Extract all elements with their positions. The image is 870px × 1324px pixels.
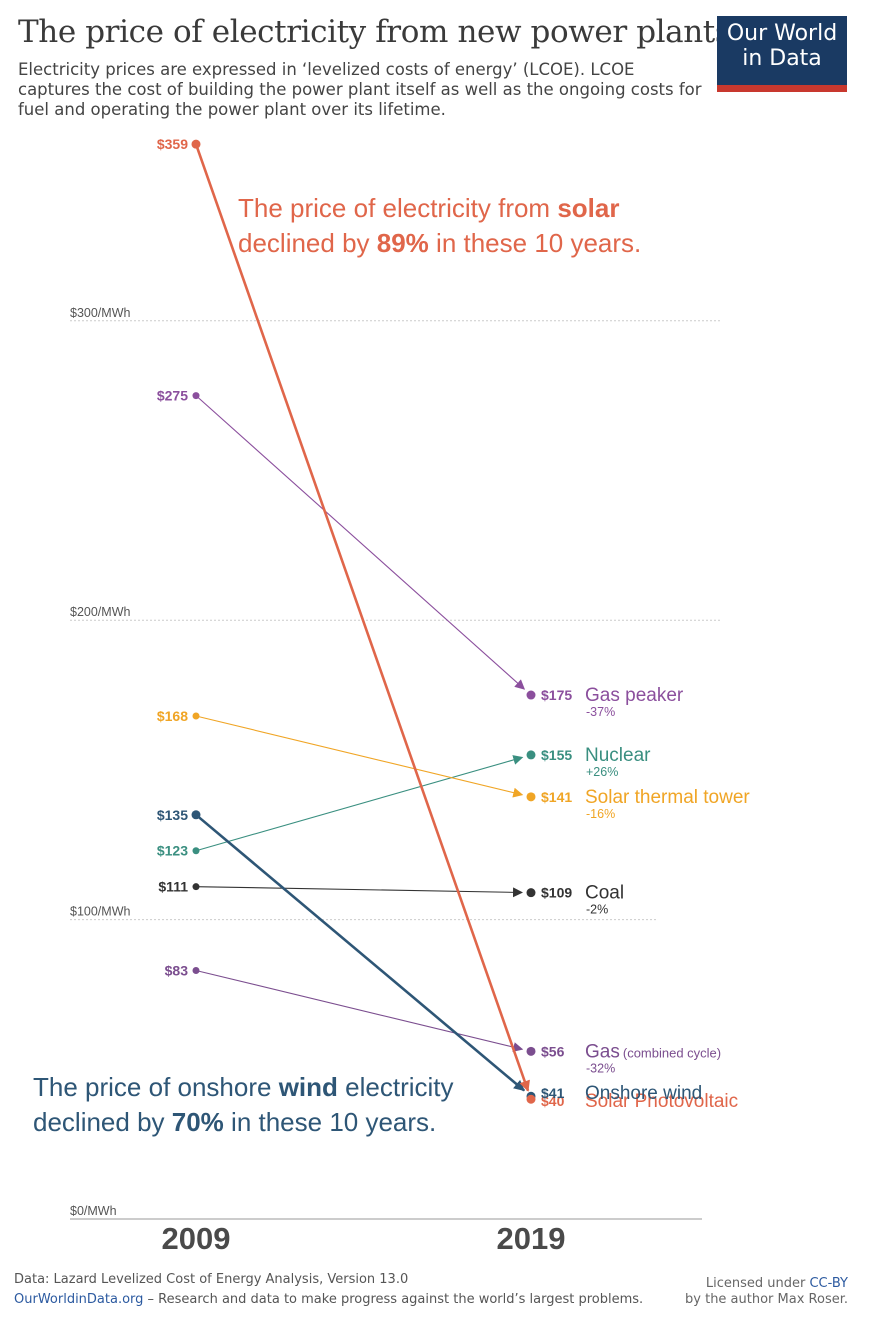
owid-logo[interactable]: Our World in Data (717, 16, 847, 92)
series-line-gas_cc (195, 969, 524, 1052)
y-tick-label: $100/MWh (70, 905, 130, 919)
series-name-solar_thermal: Solar thermal tower (585, 787, 750, 808)
end-label-coal: $109 (541, 885, 572, 901)
change-pct-nuclear: +26% (586, 765, 618, 779)
series-name-gas_peaker: Gas peaker (585, 685, 684, 706)
wind-annotation-text: The price of onshore (33, 1072, 279, 1102)
license-link[interactable]: CC-BY (809, 1276, 848, 1291)
series-line-solar_thermal (195, 715, 524, 798)
solar-annotation-line-2: declined by 89% in these 10 years. (238, 228, 641, 258)
y-tick-label: $200/MWh (70, 605, 130, 619)
end-label-gas_cc: $56 (541, 1043, 565, 1059)
logo-line-2: in Data (742, 46, 822, 71)
wind-annotation-text: declined by (33, 1107, 172, 1137)
start-label-gas_cc: $83 (165, 962, 189, 978)
end-label-nuclear: $155 (541, 747, 572, 763)
change-pct-solar_thermal: -16% (586, 807, 615, 821)
start-point-coal (192, 883, 200, 891)
wind-annotation-line-1: The price of onshore wind electricity (33, 1072, 454, 1102)
logo-line-1: Our World (726, 21, 838, 46)
series-note-gas_cc: (combined cycle) (623, 1045, 721, 1060)
series-line-solar_pv (194, 143, 530, 1092)
end-label-solar_thermal: $141 (541, 789, 572, 805)
wind-annotation-text: in these 10 years. (224, 1107, 436, 1137)
end-label-wind: $41 (541, 1085, 565, 1101)
license-line: Licensed under CC-BY (685, 1276, 848, 1292)
series-name-gas_cc: Gas (combined cycle) (585, 1041, 721, 1062)
end-point-gas_peaker (526, 690, 536, 700)
solar-annotation-text: solar (557, 193, 619, 223)
change-pct-gas_cc: -32% (586, 1061, 615, 1075)
start-label-nuclear: $123 (157, 843, 188, 859)
end-point-solar_thermal (526, 792, 536, 802)
start-point-gas_peaker (192, 392, 200, 400)
series-line-nuclear (195, 755, 524, 852)
end-label-solar_pv: $40 (541, 1093, 565, 1109)
series-name-solar_pv: Solar Photovoltaic (585, 1091, 738, 1112)
end-point-solar_pv (526, 1094, 536, 1104)
start-label-solar_thermal: $168 (157, 708, 188, 724)
data-source: Data: Lazard Levelized Cost of Energy An… (14, 1272, 409, 1287)
start-point-solar_pv (191, 139, 201, 149)
chart-subtitle: Electricity prices are expressed in ‘lev… (18, 60, 702, 119)
wind-annotation-text: 70% (172, 1107, 224, 1137)
wind-annotation-line-2: declined by 70% in these 10 years. (33, 1107, 436, 1137)
solar-annotation-text: declined by (238, 228, 377, 258)
license-author: by the author Max Roser. (685, 1292, 848, 1307)
end-label-gas_peaker: $175 (541, 687, 572, 703)
y-tick-label: $0/MWh (70, 1204, 117, 1218)
chart-title: The price of electricity from new power … (18, 14, 731, 50)
start-point-gas_cc (192, 966, 200, 974)
start-point-solar_thermal (192, 712, 200, 720)
start-label-solar_pv: $359 (157, 136, 188, 152)
solar-annotation-text: 89% (377, 228, 429, 258)
end-point-coal (526, 888, 536, 898)
change-pct-gas_peaker: -37% (586, 705, 615, 719)
site-tagline: – Research and data to make progress aga… (143, 1292, 644, 1307)
start-label-wind: $135 (157, 807, 188, 823)
solar-annotation-line-1: The price of electricity from solar (238, 193, 619, 223)
end-point-nuclear (526, 750, 536, 760)
series-line-coal (195, 886, 524, 898)
footer-site-line: OurWorldinData.org – Research and data t… (14, 1290, 643, 1310)
series-line-gas_peaker (195, 395, 526, 690)
start-point-wind (191, 810, 201, 820)
wind-annotation-text: wind (278, 1072, 338, 1102)
series-name-wind: Onshore wind (585, 1083, 702, 1104)
solar-annotation-text: The price of electricity from (238, 193, 557, 223)
license-prefix: Licensed under (705, 1276, 810, 1291)
start-label-coal: $111 (158, 879, 188, 895)
x-tick-label: 2009 (162, 1221, 231, 1256)
start-label-gas_peaker: $275 (157, 388, 188, 404)
y-tick-label: $300/MWh (70, 306, 130, 320)
change-pct-coal: -2% (586, 903, 608, 917)
start-point-nuclear (192, 847, 200, 855)
series-line-wind (195, 813, 525, 1092)
wind-annotation-text: electricity (338, 1072, 454, 1102)
footer-license: Licensed under CC-BY by the author Max R… (685, 1276, 848, 1308)
x-tick-label: 2019 (497, 1221, 566, 1256)
series-name-nuclear: Nuclear (585, 745, 651, 766)
series-name-coal: Coal (585, 883, 624, 904)
footer-source: Data: Lazard Levelized Cost of Energy An… (14, 1270, 643, 1310)
site-link[interactable]: OurWorldinData.org (14, 1292, 144, 1307)
solar-annotation-text: in these 10 years. (429, 228, 641, 258)
end-point-gas_cc (526, 1046, 536, 1056)
